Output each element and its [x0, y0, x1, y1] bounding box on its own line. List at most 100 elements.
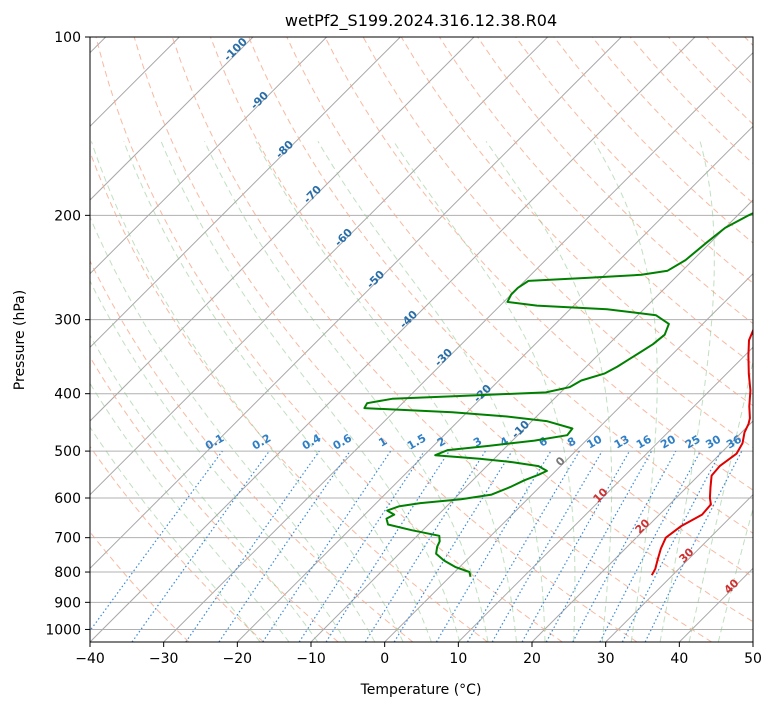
- mixing-ratio-label: 0.6: [331, 431, 355, 452]
- y-tick-label: 100: [54, 30, 81, 46]
- isotherm-line: [163, 51, 753, 642]
- isotherm-line: [531, 420, 753, 642]
- mixing-ratio-line: [262, 450, 392, 642]
- moist-adiabat: [317, 141, 546, 642]
- mixing-ratio-label: 4: [498, 434, 511, 449]
- y-tick-label: 600: [54, 491, 81, 507]
- isotherm-line: [752, 641, 753, 642]
- mixing-ratio-line: [131, 450, 270, 642]
- mixing-ratio-line: [435, 450, 552, 642]
- isotherm-line: [457, 346, 753, 642]
- background-lines: [90, 37, 753, 642]
- isotherm-line: [90, 37, 328, 275]
- moist-adiabat: [593, 141, 658, 642]
- dry-adiabat: [706, 37, 753, 86]
- moist-adiabat: [90, 215, 376, 642]
- dry-adiabat-label: -90: [248, 89, 271, 112]
- y-tick-label: 400: [54, 387, 81, 403]
- dry-adiabat: [95, 37, 563, 642]
- moist-adiabat: [90, 382, 290, 642]
- x-axis: −40 −30 −20 −10 0 10 20 30 40 50: [75, 642, 762, 667]
- mixing-ratio-line: [521, 450, 631, 642]
- moist-adiabat: [485, 141, 613, 642]
- mixing-ratio-label: 6: [537, 434, 550, 449]
- dry-adiabat: [90, 531, 190, 642]
- y-tick-label: 900: [54, 595, 81, 611]
- chart-title: wetPf2_S199.2024.316.12.38.R04: [285, 11, 557, 31]
- isotherm-line: [236, 125, 753, 642]
- dry-adiabat-label: -100: [221, 35, 250, 64]
- x-tick-label: −20: [223, 651, 253, 667]
- mixing-ratio-line: [185, 450, 320, 642]
- x-tick-label: −40: [75, 651, 105, 667]
- y-tick-label: 500: [54, 444, 81, 460]
- isotherm-line: [90, 37, 696, 642]
- isotherm-line: [678, 567, 753, 642]
- isotherm-line: [90, 37, 475, 422]
- moist-adiabat-label: 10: [591, 485, 611, 505]
- y-tick-label: 700: [54, 531, 81, 547]
- dry-adiabat: [90, 150, 488, 642]
- moist-adiabat: [90, 334, 319, 642]
- dry-adiabat-label: -20: [471, 382, 494, 405]
- dry-adiabat: [515, 37, 753, 284]
- moist-adiabat-label: 20: [633, 516, 653, 536]
- dry-adiabat-label: -60: [332, 226, 355, 249]
- isotherm-line: [90, 37, 254, 201]
- mixing-ratio-label: 13: [612, 433, 632, 452]
- x-tick-label: −10: [296, 651, 326, 667]
- mixing-ratio-label: 25: [683, 433, 703, 452]
- moist-adiabat: [90, 426, 261, 642]
- y-tick-label: 800: [54, 565, 81, 581]
- mixing-ratio-line: [298, 450, 425, 642]
- dry-adiabat: [477, 37, 753, 325]
- dry-adiabat: [286, 37, 753, 534]
- mixing-ratio-line: [572, 450, 677, 642]
- temperature-profile-line: [650, 328, 753, 576]
- mixing-ratio-line: [393, 450, 513, 642]
- mixing-ratio-line: [545, 450, 653, 642]
- isotherm-line: [90, 37, 401, 349]
- mixing-ratio-label: 8: [565, 435, 578, 450]
- dry-adiabat-label: -30: [432, 346, 455, 369]
- y-axis: 100 200 300 400 500 600 700 800 900 1000: [45, 30, 90, 638]
- y-tick-label: 200: [54, 208, 81, 224]
- moist-adiabat: [123, 141, 432, 642]
- moist-adiabat: [255, 141, 517, 642]
- mixing-ratio-label: 0.1: [203, 432, 226, 453]
- dry-adiabat-label: -80: [273, 138, 296, 161]
- dry-adiabat-label: -50: [364, 268, 387, 291]
- moist-adiabat: [160, 141, 461, 642]
- x-tick-label: 50: [744, 651, 762, 667]
- isotherm-line: [90, 37, 549, 496]
- x-tick-label: 0: [380, 651, 389, 667]
- x-tick-label: 20: [523, 651, 541, 667]
- dry-adiabat-label: -10: [509, 418, 532, 441]
- dry-adiabat: [90, 356, 339, 642]
- moist-adiabat-label: 30: [677, 545, 697, 565]
- moist-adiabat: [90, 279, 347, 642]
- mixing-ratio-label: 1.5: [405, 432, 428, 453]
- x-tick-label: 30: [597, 651, 615, 667]
- x-tick-label: 10: [449, 651, 467, 667]
- dry-adiabat: [133, 37, 638, 642]
- y-tick-label: 1000: [45, 622, 81, 638]
- mixing-ratio-label: 0.2: [250, 432, 273, 453]
- x-tick-label: 40: [670, 651, 688, 667]
- x-axis-label: Temperature (°C): [360, 682, 482, 698]
- moist-adiabat: [717, 506, 753, 642]
- isotherm-line: [384, 272, 753, 642]
- mixing-ratio-line: [325, 450, 450, 642]
- mixing-ratio-label: 20: [658, 432, 678, 451]
- dry-adiabat: [171, 37, 712, 642]
- mixing-ratio-line: [90, 450, 223, 632]
- dewpoint-profile-line: [363, 212, 753, 578]
- isotherm-line: [90, 37, 622, 570]
- moist-adiabat: [688, 358, 753, 642]
- plot-frame: [89, 36, 754, 643]
- mixing-ratio-label: 10: [585, 432, 605, 451]
- dry-adiabat-label: -70: [301, 183, 324, 206]
- x-tick-label: −30: [149, 651, 179, 667]
- moist-adiabat: [90, 141, 404, 642]
